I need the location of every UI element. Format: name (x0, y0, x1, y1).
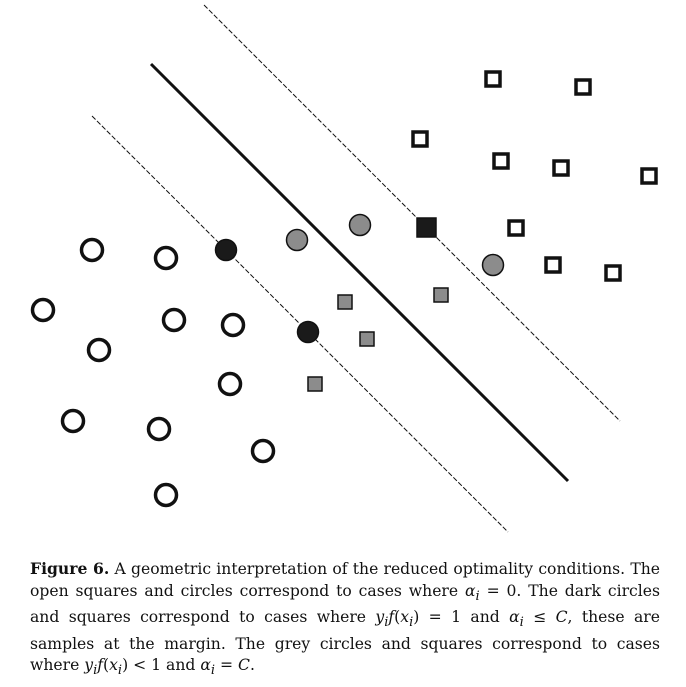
math-subscript: i (117, 663, 123, 679)
grey-square (359, 331, 375, 347)
open-circle (30, 297, 56, 323)
math-symbol: y (84, 656, 94, 675)
grey-circle (348, 213, 372, 237)
caption-text: ) = 1 and (413, 608, 510, 627)
open-circle (153, 245, 179, 271)
grey-square (337, 294, 353, 310)
math-symbol: ( (394, 608, 401, 627)
caption-text: A geometric interpretation of the reduce… (30, 560, 660, 600)
caption-text: ) < 1 and (122, 656, 201, 675)
open-square (484, 70, 502, 88)
math-symbol: α (509, 608, 520, 627)
math-symbol: C (238, 656, 250, 675)
math-symbol: y (375, 608, 385, 627)
math-symbol: α (200, 656, 211, 675)
open-circles (30, 237, 276, 508)
math-symbol: = (215, 656, 239, 675)
math-symbol: ( (103, 656, 110, 675)
math-subscript: i (93, 663, 98, 679)
open-circle (217, 371, 243, 397)
figure-caption: Figure 6. A geometric interpretation of … (30, 558, 660, 682)
grey-circle (285, 228, 309, 252)
open-circle (60, 408, 86, 434)
svm-margin-diagram (30, 4, 658, 533)
open-circle (220, 312, 246, 338)
open-square (552, 159, 570, 177)
open-square (574, 78, 592, 96)
open-circle (79, 237, 105, 263)
upper-margin-line (203, 4, 621, 422)
decision-boundary-line (149, 62, 570, 483)
figure-label: Figure 6. (30, 559, 110, 578)
dark-square (416, 217, 437, 238)
math-symbol: f (97, 656, 104, 675)
dark-samples (214, 217, 437, 344)
grey-circle (481, 253, 505, 277)
math-symbol: x (109, 656, 118, 675)
math-subscript: i (384, 615, 389, 631)
open-square (544, 256, 562, 274)
caption-text: , these are samples at the margin. The g… (30, 608, 660, 675)
open-square (640, 167, 658, 185)
math-subscript: i (519, 615, 524, 631)
math-symbol: C (555, 608, 568, 627)
open-square (507, 219, 525, 237)
dark-circle (214, 238, 238, 262)
open-squares (411, 70, 658, 282)
open-square (604, 264, 622, 282)
caption-text: = 0. The dark circles and squares corres… (30, 581, 660, 627)
open-circle (146, 416, 172, 442)
open-square (492, 152, 510, 170)
math-symbol: α (464, 581, 476, 600)
math-symbol: x (400, 608, 410, 627)
grey-square (307, 376, 323, 392)
open-circle (161, 307, 187, 333)
lower-margin-line (91, 115, 509, 533)
math-symbol: f (388, 608, 395, 627)
grey-samples (285, 213, 505, 392)
open-circle (250, 438, 276, 464)
caption-text: . (249, 656, 255, 675)
math-subscript: i (475, 588, 480, 604)
grey-square (433, 287, 449, 303)
dark-circle (296, 320, 320, 344)
open-circle (86, 337, 112, 363)
open-circle (153, 482, 179, 508)
math-subscript: i (210, 663, 216, 679)
math-symbol: ≤ (523, 608, 556, 627)
math-subscript: i (409, 615, 414, 631)
open-square (411, 130, 429, 148)
